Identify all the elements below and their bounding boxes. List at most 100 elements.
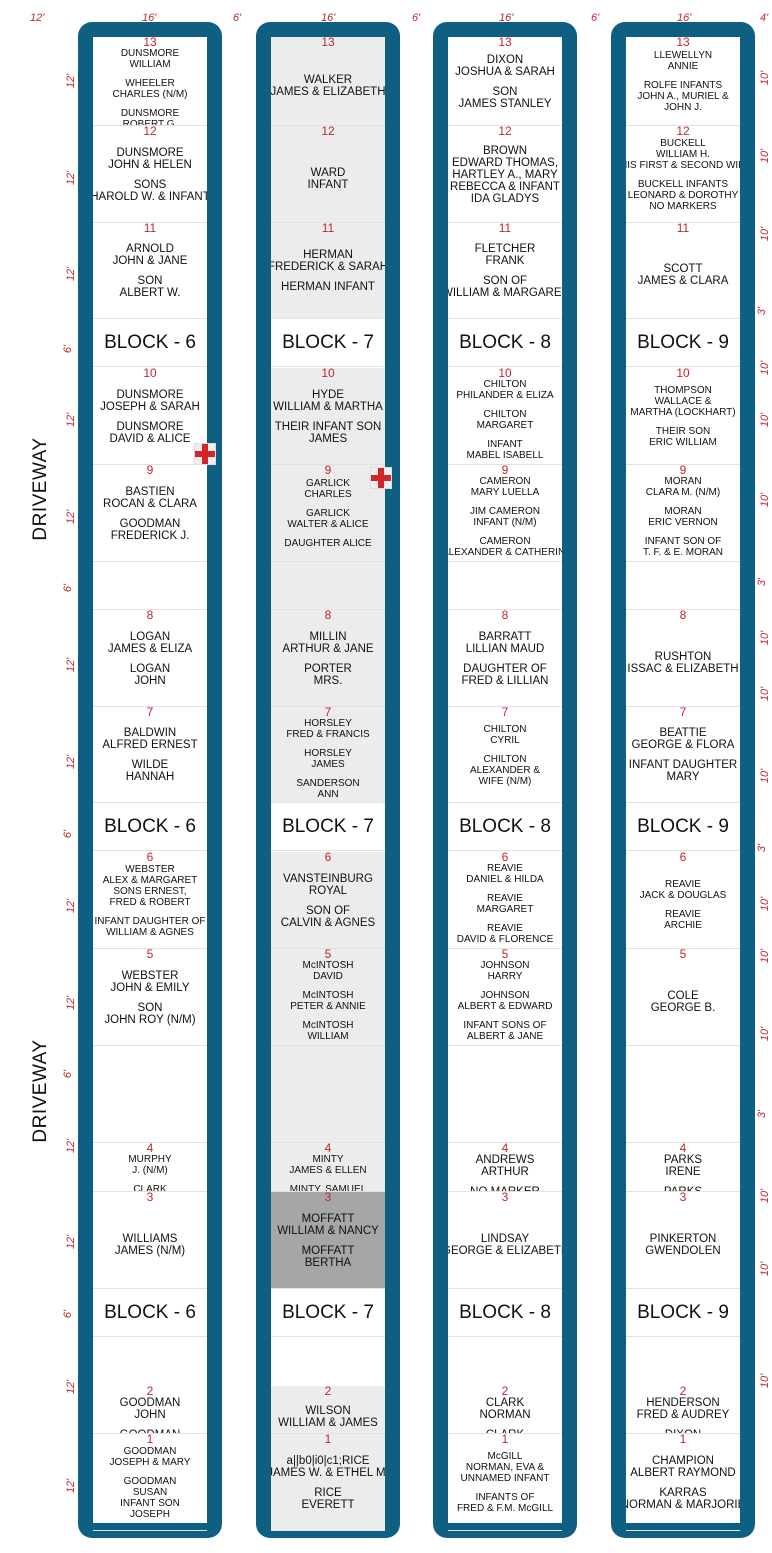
lot-plot[interactable]: 7 BALDWIN ALFRED ERNEST WILDE HANNAH	[93, 707, 207, 803]
lot-plot[interactable]: 12 BROWN EDWARD THOMAS, HARTLEY A., MARY REB…	[448, 126, 562, 223]
lot-plot[interactable]: 10 DUNSMORE JOSEPH & SARAH DUNSMORE DAVID & …	[93, 368, 207, 465]
lot-plot[interactable]: 1 a||b0|i0|c1;RICE JAMES W. & ETHEL M. RICE…	[271, 1434, 385, 1531]
lot-plot[interactable]: 6 REAVIE DANIEL & HILDA REAVIE MARGARET REAVI…	[448, 852, 562, 949]
block-column-9-lots: 13 LLEWELLYN ANNIE ROLFE INFANTS JOHN A., MU…	[626, 37, 740, 1531]
lot-plot[interactable]: 5 McINTOSH DAVID McINTOSH PETER & ANNIE McINT…	[271, 949, 385, 1046]
lot-plot[interactable]: 9 GARLICK CHARLES GARLICK WALTER & ALICE DAUG…	[271, 465, 385, 562]
interment-name: GWENDOLEN	[645, 1245, 721, 1257]
lot-number: 10	[321, 368, 335, 380]
interment-name: WALKER	[303, 74, 353, 86]
lot-plot[interactable]: 9 CAMERON MARY LUELLA JIM CAMERON INFANT (N/…	[448, 465, 562, 562]
lot-plot[interactable]	[271, 562, 385, 610]
lot-plot[interactable]: 2GOODMANJOHNGOODMANWALTER & ANN	[93, 1386, 207, 1434]
lot-plot[interactable]	[626, 562, 740, 610]
interment-name: ROBERT G.	[122, 119, 178, 126]
interment-name: WHEELER	[125, 78, 175, 89]
lot-plot[interactable]: 12 WARD INFANT	[271, 126, 385, 223]
lot-plot[interactable]: 13 WALKER JAMES & ELIZABETH	[271, 37, 385, 126]
lot-plot[interactable]: 3 MOFFATT WILLIAM & NANCY MOFFATT BERTHA	[271, 1192, 385, 1289]
interment-name: CLARK	[485, 1397, 525, 1409]
lot-plot[interactable]: 6 WEBSTER ALEX & MARGARET SONS ERNEST, FRED …	[93, 852, 207, 949]
lot-plot[interactable]: 5 WEBSTER JOHN & EMILY SON JOHN ROY (N/M)	[93, 949, 207, 1046]
lot-plot[interactable]	[626, 1046, 740, 1143]
lot-plot[interactable]: 7 HORSLEY FRED & FRANCIS HORSLEY JAMES SANDER…	[271, 707, 385, 803]
interment-name: REAVIE	[665, 879, 701, 890]
lot-plot[interactable]: 8 BARRATT LILLIAN MAUD DAUGHTER OF FRED & LI…	[448, 610, 562, 707]
interment-name: JOHN & EMILY	[110, 982, 190, 994]
lot-plot[interactable]	[448, 1046, 562, 1143]
lot-number: 3	[146, 1192, 154, 1204]
lot-plot[interactable]: 4 ANDREWS ARTHUR NO MARKER	[448, 1143, 562, 1192]
top-dim-lane-9: 16'	[677, 12, 692, 24]
row-dim-left: 6'	[62, 1069, 75, 1079]
lot-plot[interactable]	[271, 1046, 385, 1143]
lot-plot[interactable]: 13 LLEWELLYN ANNIE ROLFE INFANTS JOHN A., MU…	[626, 37, 740, 126]
lot-plot[interactable]: 1 CHAMPION ALBERT RAYMOND KARRAS NORMAN & MA…	[626, 1434, 740, 1531]
interment-name: McINTOSH	[302, 990, 354, 1001]
row-dim-right: 10'	[759, 630, 772, 646]
interment-name: J. (N/M)	[132, 1165, 168, 1176]
lot-plot[interactable]: 3 PINKERTON GWENDOLEN	[626, 1192, 740, 1289]
lot-plot[interactable]: 8 RUSHTON ISSAC & ELIZABETH	[626, 610, 740, 707]
lot-plot[interactable]: 11 HERMAN FREDERICK & SARAH HERMAN INFANT	[271, 223, 385, 319]
interment-name: KARRAS	[659, 1487, 707, 1499]
interment-name: NO MARKERS	[649, 201, 717, 212]
interment-name: SON OF	[482, 275, 528, 287]
lot-plot[interactable]: 2 WILSON WILLIAM & JAMES	[271, 1386, 385, 1434]
interment-name: HIS FIRST & SECOND WIFE	[626, 160, 740, 171]
lot-plot[interactable]	[93, 1046, 207, 1143]
lot-plot[interactable]: 13 DUNSMORE WILLIAM WHEELER CHARLES (N/M) DUN…	[93, 37, 207, 126]
lot-plot[interactable]: 3 WILLIAMS JAMES (N/M)	[93, 1192, 207, 1289]
lot-plot[interactable]: 3 LINDSAYGEORGE & ELIZABETH	[448, 1192, 562, 1289]
lot-plot[interactable]: 11 ARNOLD JOHN & JANE SON ALBERT W.	[93, 223, 207, 319]
interment-name: ALEX & MARGARET	[102, 875, 198, 886]
lot-number: 9	[679, 465, 687, 477]
lot-plot[interactable]: 9 MORAN CLARA M. (N/M) MORAN ERIC VERNON INFA…	[626, 465, 740, 562]
top-dim-lane-7: 16'	[321, 12, 336, 24]
lot-plot[interactable]: 2CLARKNORMANCLARKERNEST	[448, 1386, 562, 1434]
lot-plot[interactable]: 6 REAVIE JACK & DOUGLAS REAVIE ARCHIE	[626, 852, 740, 949]
lot-plot[interactable]: 1 McGILL NORMAN, EVA & UNNAMED INFANT INFANT…	[448, 1434, 562, 1531]
interment-name: GEORGE & FLORA	[631, 739, 735, 751]
lot-plot[interactable]: 6 VANSTEINBURG ROYAL SON OF CALVIN & AGNES	[271, 852, 385, 949]
lot-plot[interactable]: 9 BASTIEN ROCAN & CLARA GOODMAN FREDERICK J.	[93, 465, 207, 562]
lot-plot[interactable]: 12 DUNSMORE JOHN & HELEN SONS HAROLD W. & IN…	[93, 126, 207, 223]
lot-plot[interactable]: 11 FLETCHER FRANK SON OF WILLIAM & MARGARET	[448, 223, 562, 319]
interment-name: GARLICK	[306, 478, 350, 489]
interment-name: JOHN ROY (N/M)	[104, 1014, 196, 1026]
lot-plot[interactable]: 10 THOMPSON WALLACE & MARTHA (LOCKHART) THEI…	[626, 368, 740, 465]
lot-plot[interactable]: 5 COLE GEORGE B.	[626, 949, 740, 1046]
lot-plot[interactable]: 10 HYDE WILLIAM & MARTHA THEIR INFANT SON JA…	[271, 368, 385, 465]
row-dim-left: 12'	[65, 1478, 78, 1494]
lot-plot[interactable]: 8 LOGAN JAMES & ELIZA LOGAN JOHN	[93, 610, 207, 707]
lot-plot[interactable]: 7 BEATTIE GEORGE & FLORA INFANT DAUGHTER MAR…	[626, 707, 740, 803]
interment-name: INFANT DAUGHTER OF	[94, 916, 206, 927]
lot-number: 5	[679, 949, 687, 961]
top-dim-lane-8: 16'	[499, 12, 514, 24]
interment-name: JAMES & ELIZA	[107, 643, 193, 655]
interment-name: BROWN	[482, 145, 528, 157]
lot-plot[interactable]: 10 CHILTON PHILANDER & ELIZA CHILTON MARGARE…	[448, 368, 562, 465]
lot-plot[interactable]: 7 CHILTON CYRIL CHILTON ALEXANDER & WIFE (N/M…	[448, 707, 562, 803]
lot-plot[interactable]: 4PARKSIRENEPARKSALVIN	[626, 1143, 740, 1192]
interment-name: FLETCHER	[474, 243, 536, 255]
lot-number: 2	[679, 1386, 687, 1398]
interment-name: GOODMAN	[119, 1397, 181, 1409]
lot-plot[interactable]: 11 SCOTT JAMES & CLARA	[626, 223, 740, 319]
interment-name: INFANT (N/M)	[473, 517, 537, 528]
row-dim-left: 12'	[65, 1379, 78, 1395]
lot-plot[interactable]: 5 JOHNSON HARRY JOHNSON ALBERT & EDWARD INFAN…	[448, 949, 562, 1046]
lot-plot[interactable]: 8 MILLIN ARTHUR & JANE PORTER MRS.	[271, 610, 385, 707]
lot-plot[interactable]	[448, 562, 562, 610]
lot-plot[interactable]: 13 DIXON JOSHUA & SARAH SON JAMES STANLEY	[448, 37, 562, 126]
lot-number: 7	[679, 707, 687, 719]
lot-number: 11	[321, 223, 335, 235]
interment-name: JAMES (N/M)	[114, 1245, 186, 1257]
lot-plot[interactable]: 1 GOODMAN JOSEPH & MARY GOODMAN SUSAN INFANT …	[93, 1434, 207, 1531]
lot-number: 11	[498, 223, 512, 235]
lot-plot[interactable]	[93, 562, 207, 610]
